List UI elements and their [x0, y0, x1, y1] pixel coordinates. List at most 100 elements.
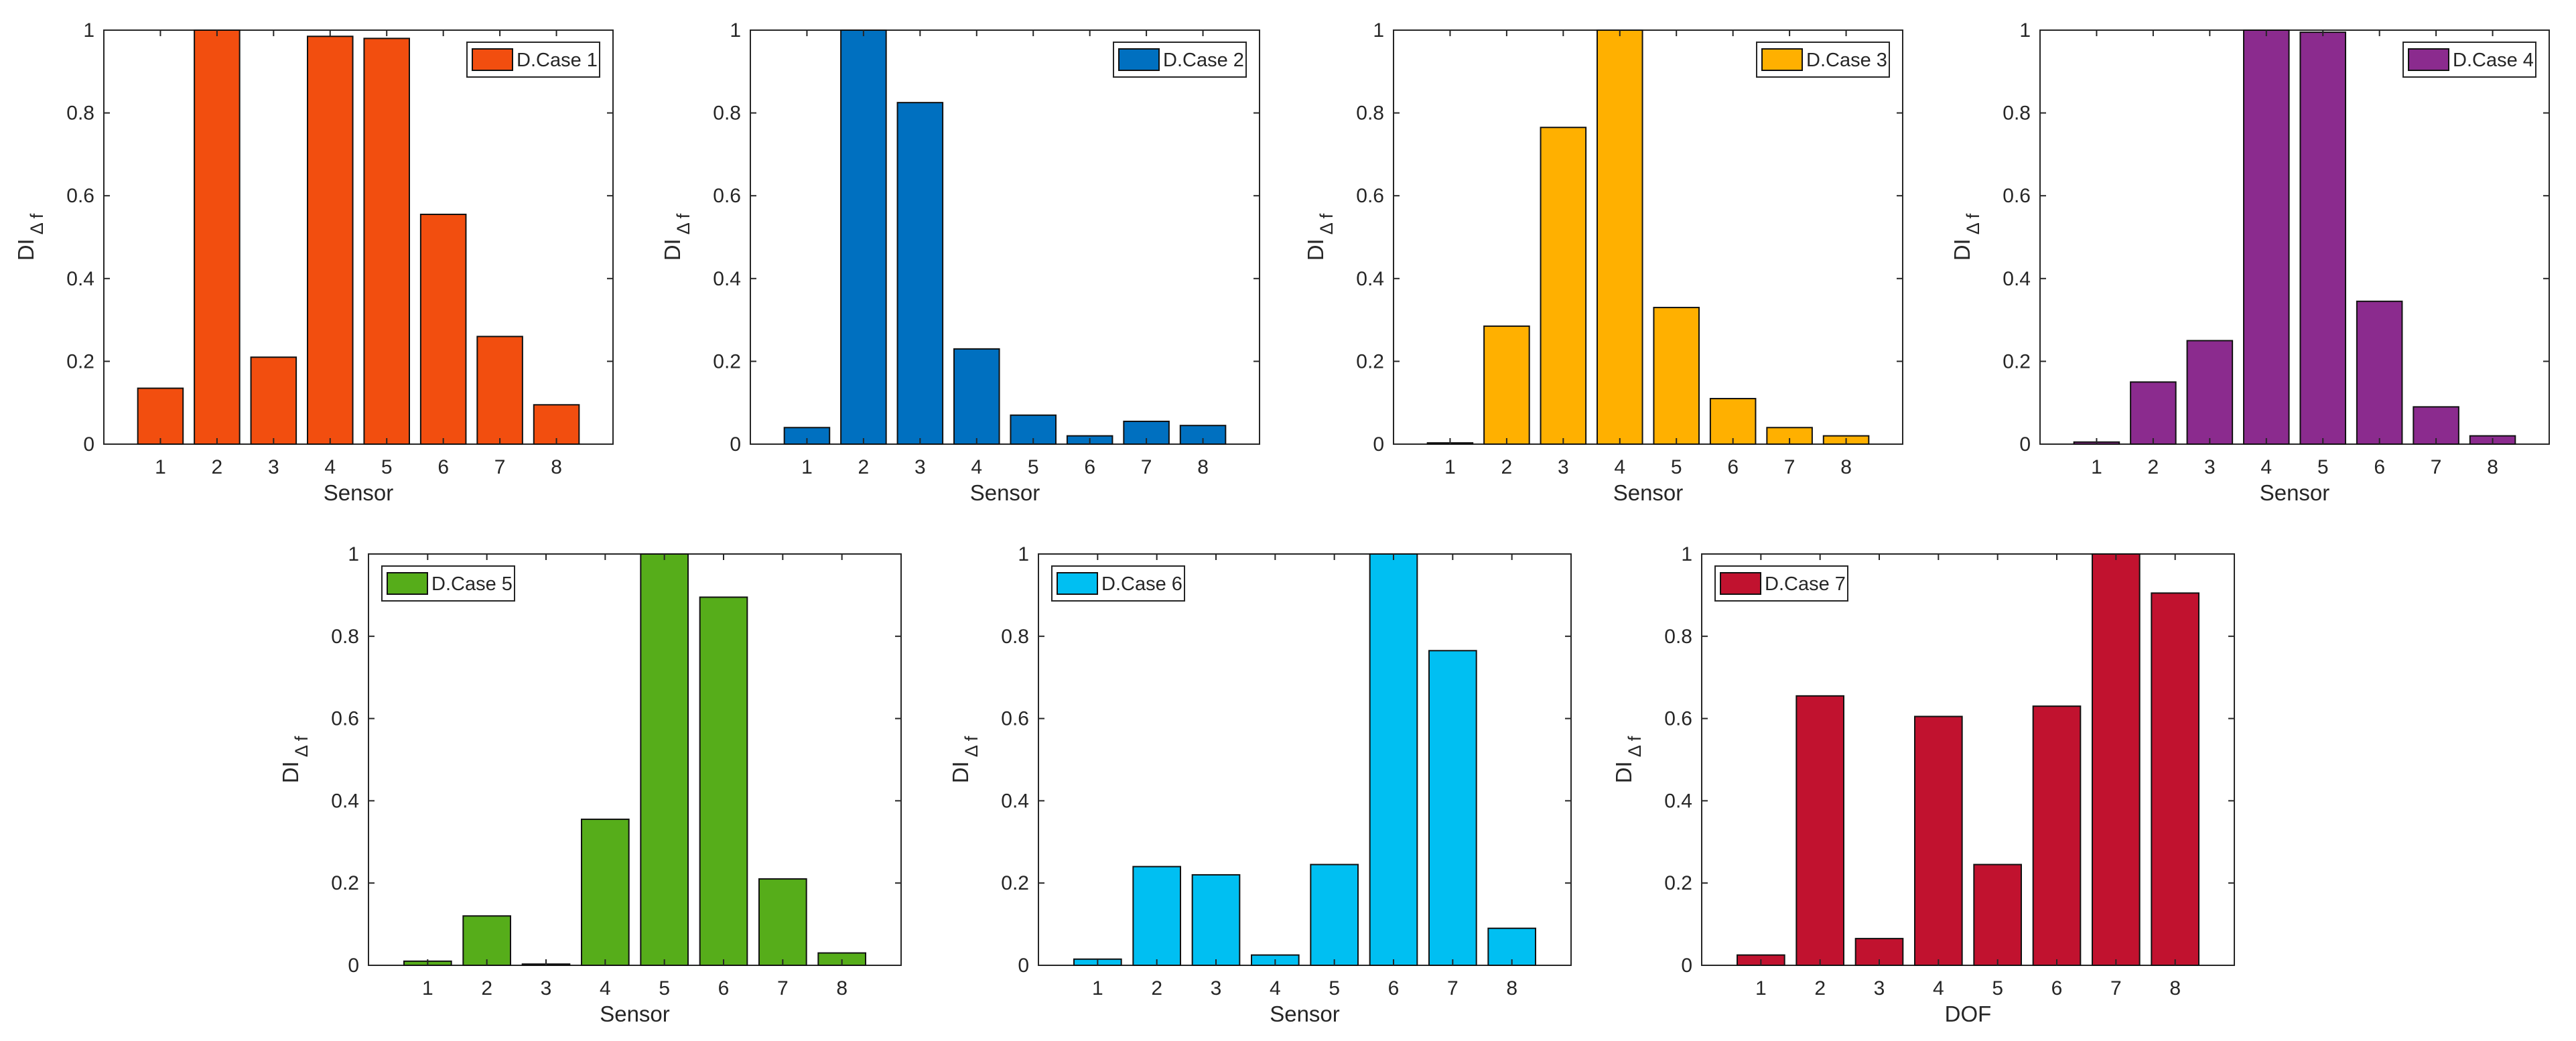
x-tick-label: 5	[1329, 977, 1340, 999]
x-tick-label: 1	[2091, 456, 2102, 478]
bar	[1653, 307, 1700, 445]
y-tick-label: 1	[1681, 543, 1692, 565]
bar	[137, 387, 184, 445]
chart-1: 0 0.2 0.4 0.6 0.8 1 1 2 3 4 5 6 7 8 Sensor DI Δ f D.Case …	[13, 19, 614, 505]
legend-label: D.Case 3	[1806, 50, 1887, 71]
legend-swatch	[1761, 48, 1803, 71]
bar	[1310, 863, 1359, 966]
legend-label: D.Case 4	[2453, 50, 2534, 71]
x-tick-label: 3	[1874, 977, 1885, 999]
y-tick-label: 0.4	[331, 790, 359, 812]
x-tick-label: 4	[1614, 456, 1625, 478]
x-tick-label: 1	[1092, 977, 1103, 999]
y-tick-label: 0.2	[1664, 872, 1692, 894]
y-tick-label: 0	[2019, 433, 2031, 456]
legend-swatch	[2408, 48, 2449, 71]
x-tick-label: 2	[2148, 456, 2159, 478]
y-tick-label: 0	[83, 433, 94, 456]
legend: D.Case 3	[1756, 42, 1890, 78]
y-axis-label-subscript: Δ f	[1963, 213, 1983, 234]
plot-area	[368, 553, 902, 966]
bar	[363, 38, 411, 445]
bar	[953, 348, 1000, 445]
y-tick-label: 0	[1373, 433, 1384, 456]
y-tick-label: 0.6	[2003, 185, 2031, 207]
y-axis-label-main: DI	[1950, 238, 1974, 261]
y-axis-label-main: DI	[948, 761, 973, 783]
bar	[1914, 715, 1963, 967]
bar	[1369, 553, 1418, 966]
x-tick-label: 3	[268, 456, 279, 478]
y-tick-label: 1	[1018, 543, 1029, 565]
x-tick-label: 6	[1388, 977, 1400, 999]
y-axis-label: DI Δ f	[1611, 736, 1645, 783]
bar	[2092, 553, 2141, 966]
plot-area	[750, 29, 1260, 445]
y-axis-label-subscript: Δ f	[291, 736, 312, 757]
y-tick-label: 0.2	[1356, 350, 1384, 372]
y-axis-label-subscript: Δ f	[1625, 736, 1645, 757]
y-axis-label: DI Δ f	[660, 213, 693, 261]
bar	[1795, 695, 1844, 966]
chart-3: 0 0.2 0.4 0.6 0.8 1 1 2 3 4 5 6 7 8 Sensor DI Δ f D.Case …	[1303, 19, 1903, 505]
legend: D.Case 4	[2402, 42, 2536, 78]
x-tick-label: 3	[914, 456, 926, 478]
x-tick-label: 8	[1197, 456, 1209, 478]
legend: D.Case 6	[1051, 565, 1185, 602]
bar	[2130, 381, 2177, 445]
x-tick-label: 6	[718, 977, 730, 999]
x-tick-label: 5	[381, 456, 393, 478]
y-tick-label: 0.2	[66, 350, 94, 372]
y-tick-label: 0	[348, 955, 359, 977]
x-tick-label: 4	[1270, 977, 1281, 999]
bar	[1540, 127, 1587, 445]
y-tick-label: 0.8	[713, 102, 741, 125]
bar	[1597, 29, 1643, 445]
x-tick-label: 1	[155, 456, 166, 478]
bar	[640, 553, 689, 966]
x-tick-label: 2	[1151, 977, 1162, 999]
x-tick-label: 5	[1671, 456, 1682, 478]
bar	[1132, 865, 1182, 967]
y-axis-label: DI Δ f	[13, 213, 47, 261]
x-tick-label: 3	[541, 977, 552, 999]
y-axis-label-subscript: Δ f	[27, 213, 47, 234]
y-tick-label: 0.4	[1356, 268, 1384, 290]
y-tick-label: 0.6	[1356, 185, 1384, 207]
x-tick-label: 8	[551, 456, 562, 478]
legend-label: D.Case 7	[1765, 573, 1846, 595]
bar	[2032, 705, 2082, 967]
y-tick-label: 1	[2019, 19, 2031, 42]
x-tick-label: 2	[212, 456, 223, 478]
bar	[758, 878, 807, 967]
y-tick-label: 0.2	[713, 350, 741, 372]
bar	[194, 29, 241, 445]
x-axis-label: Sensor	[600, 1001, 670, 1026]
bar	[476, 336, 523, 445]
bar	[2243, 29, 2290, 445]
y-tick-label: 0.6	[1664, 708, 1692, 730]
y-tick-label: 0.4	[2003, 268, 2031, 290]
x-tick-label: 8	[1840, 456, 1852, 478]
legend-label: D.Case 1	[517, 50, 598, 71]
x-tick-label: 5	[659, 977, 670, 999]
y-tick-label: 0.8	[66, 102, 94, 125]
x-tick-label: 7	[1784, 456, 1795, 478]
y-axis-label-main: DI	[1611, 761, 1636, 783]
bar	[533, 404, 580, 445]
chart-2: 0 0.2 0.4 0.6 0.8 1 1 2 3 4 5 6 7 8 Sensor DI Δ f D.Case …	[660, 19, 1260, 505]
legend-swatch	[1720, 572, 1761, 595]
y-tick-label: 1	[730, 19, 741, 42]
x-tick-label: 8	[2487, 456, 2498, 478]
chart-5: 0 0.2 0.4 0.6 0.8 1 1 2 3 4 5 6 7 8 Sensor DI Δ f D.Case …	[278, 543, 902, 1026]
y-axis-label-subscript: Δ f	[1316, 213, 1337, 234]
y-tick-label: 1	[83, 19, 94, 42]
x-tick-label: 4	[2260, 456, 2272, 478]
bar	[2356, 300, 2403, 445]
x-tick-label: 7	[2431, 456, 2442, 478]
x-tick-label: 1	[422, 977, 433, 999]
x-tick-label: 5	[2317, 456, 2329, 478]
plot-area	[103, 29, 614, 445]
legend-swatch	[472, 48, 513, 71]
